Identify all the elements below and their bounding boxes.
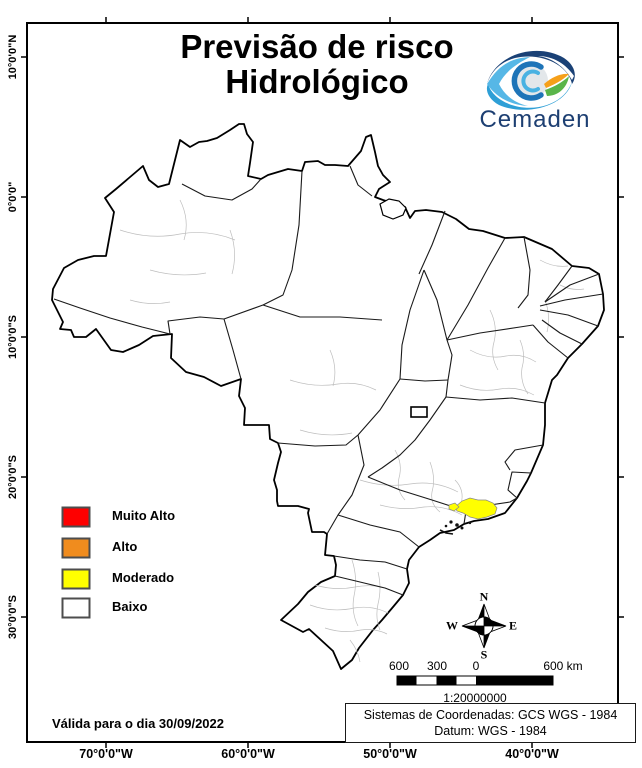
compass-south-label: S (480, 647, 488, 662)
lon-label-50w: 50°0'0"W (363, 747, 417, 761)
scale-label-600-km: 600 km (543, 659, 583, 673)
coordinate-system-line-1: Sistemas de Coordenadas: GCS WGS - 1984 (363, 708, 618, 722)
marajo-island (379, 198, 407, 220)
map-frame (26, 22, 619, 743)
highlighted-risk-region-small (448, 502, 460, 512)
lat-label-10s: 10°0'0"S (7, 314, 19, 360)
lat-label-0: 0°0'0" (7, 181, 19, 213)
scale-bar (396, 675, 554, 686)
coordinate-system-box: Sistemas de Coordenadas: GCS WGS - 1984 … (345, 703, 636, 743)
coordinate-system-line-2: Datum: WGS - 1984 (434, 724, 547, 738)
page-title: Previsão de risco Hidrológico (92, 29, 542, 99)
municipality-boundaries (119, 199, 585, 663)
compass-east-label: E (508, 618, 518, 633)
legend-label-muito-alto: Muito Alto (112, 508, 176, 523)
title-line-2: Hidrológico (225, 63, 409, 100)
lat-label-30s: 30°0'0"S (7, 594, 19, 640)
title-line-1: Previsão de risco (180, 28, 454, 65)
distrito-federal-square (410, 406, 428, 418)
lat-label-20s: 20°0'0"S (7, 454, 19, 500)
compass-rose (461, 603, 507, 649)
brazil-country-outline (51, 123, 605, 670)
scale-ratio: 1:20000000 (443, 691, 507, 705)
lon-label-60w: 60°0'0"W (221, 747, 275, 761)
lon-label-40w: 40°0'0"W (505, 747, 559, 761)
lat-label-10n: 10°0'0"N (7, 34, 19, 80)
legend-swatch-moderado (61, 568, 91, 590)
legend-label-baixo: Baixo (112, 599, 148, 614)
legend-swatch-alto (61, 537, 91, 559)
cemaden-logo-text: Cemaden (479, 106, 591, 133)
compass-west-label: W (446, 618, 458, 633)
highlighted-risk-region (454, 497, 498, 520)
state-boundaries (53, 165, 604, 596)
cemaden-logo-icon (486, 50, 575, 110)
axis-ticks (21, 17, 624, 748)
compass-north-label: N (479, 589, 489, 604)
legend-swatch-baixo (61, 597, 91, 619)
coastal-island-marks (439, 520, 472, 535)
legend-label-alto: Alto (112, 539, 138, 554)
scale-label-300: 300 (426, 659, 448, 673)
scale-label-0: 0 (472, 659, 480, 673)
validity-note: Válida para o dia 30/09/2022 (52, 716, 224, 731)
scale-label-600-left: 600 (388, 659, 410, 673)
legend-label-moderado: Moderado (112, 570, 175, 585)
legend-swatch-muito-alto (61, 506, 91, 528)
lon-label-70w: 70°0'0"W (79, 747, 133, 761)
